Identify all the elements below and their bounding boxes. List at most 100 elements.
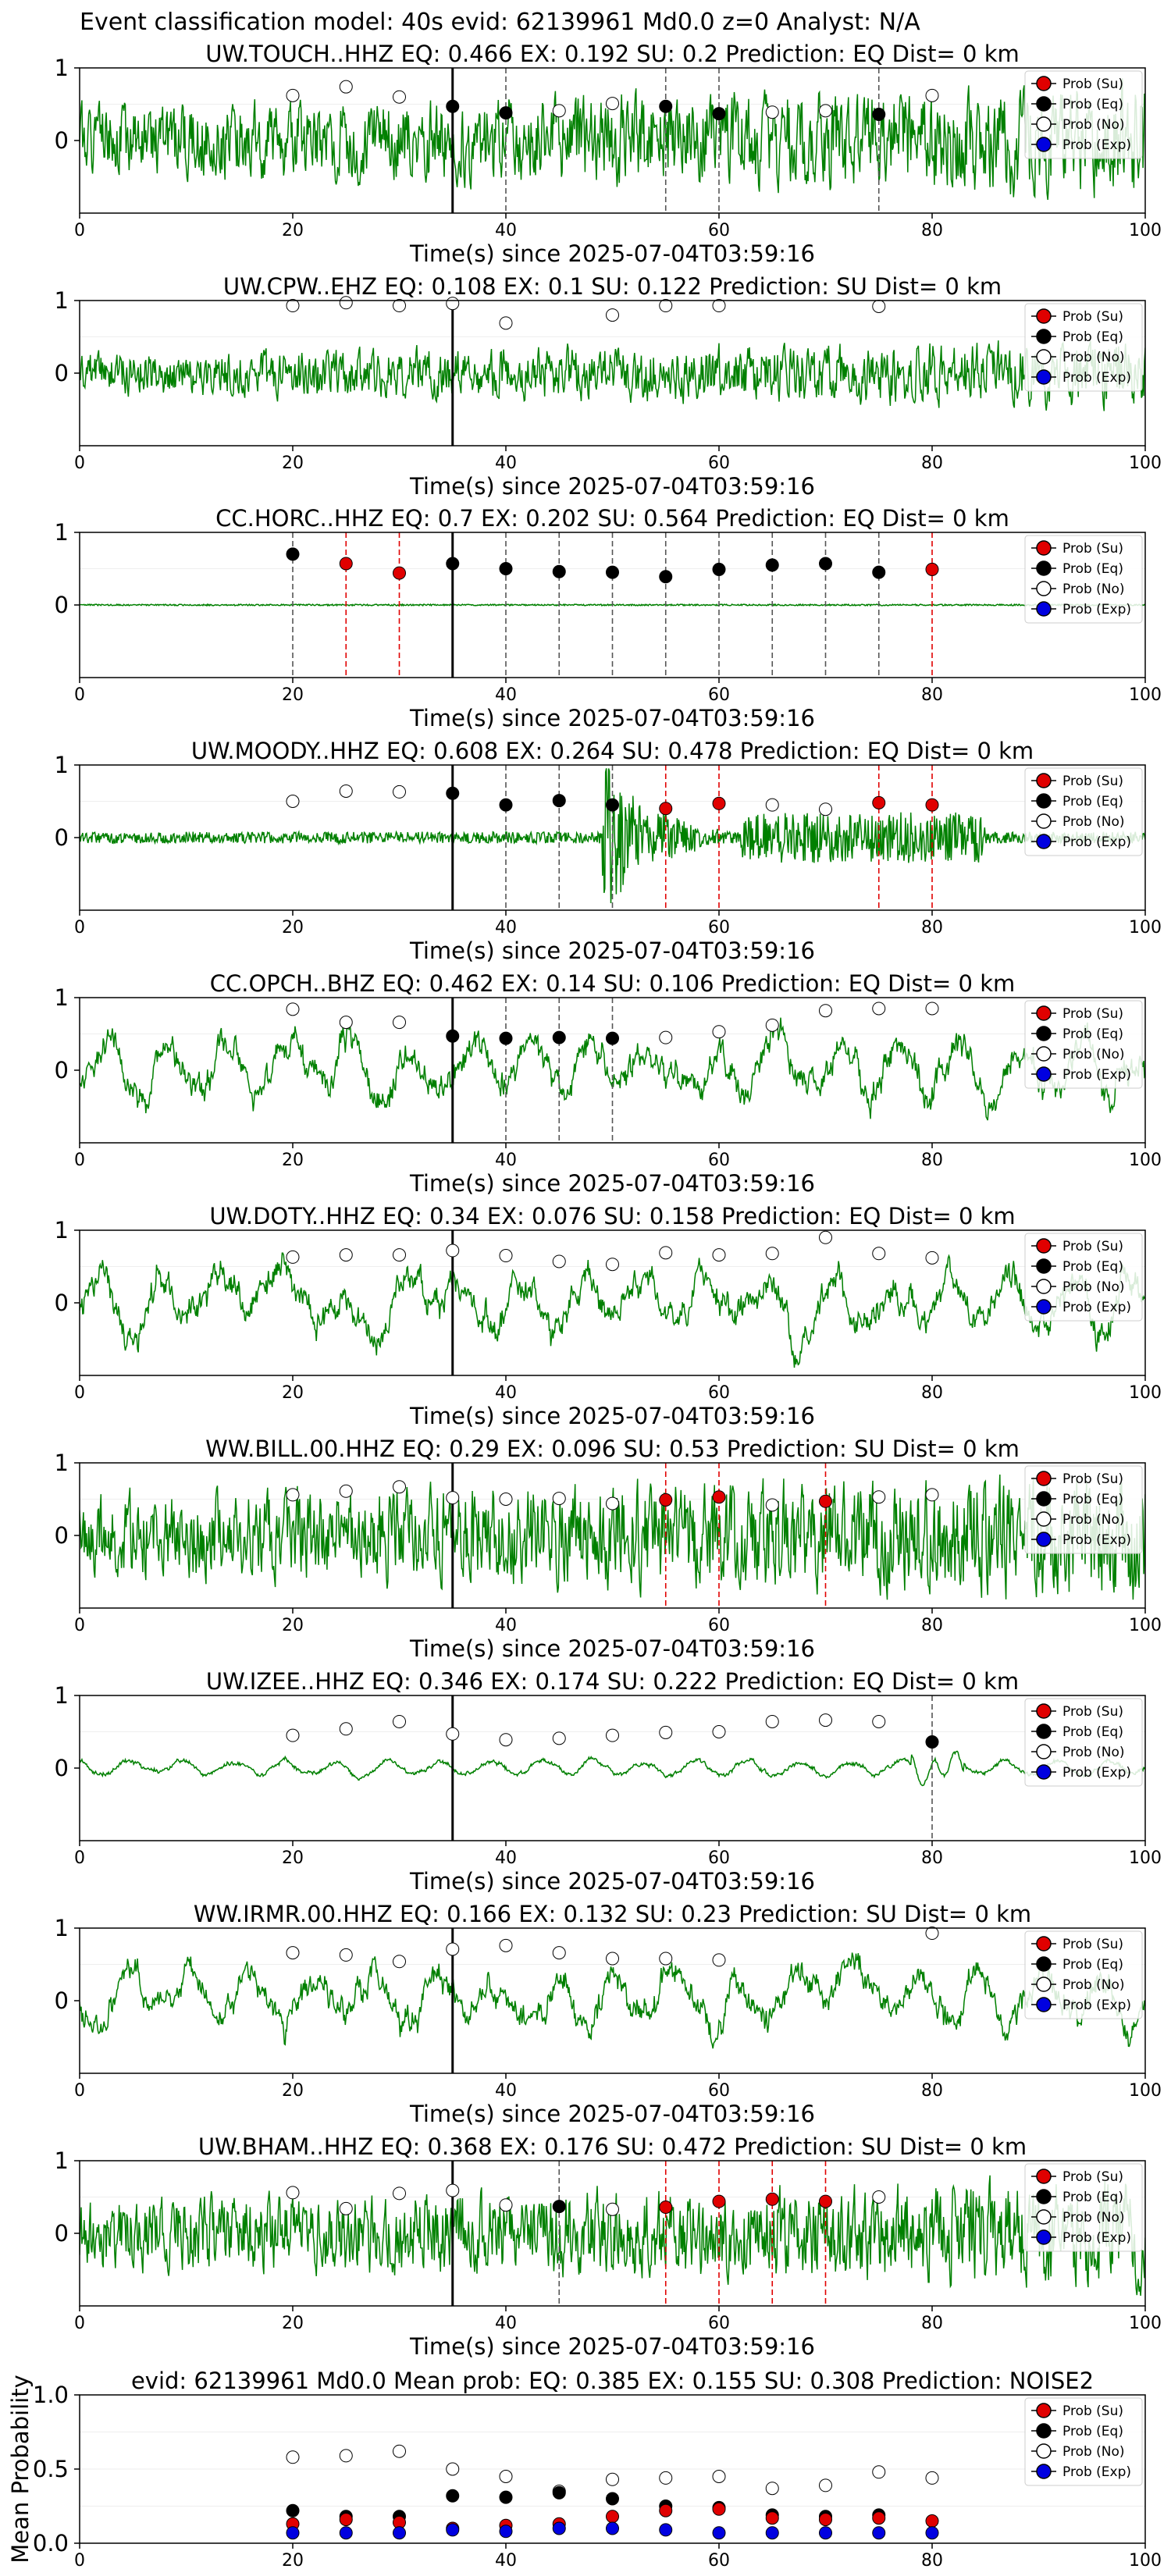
panel-8-xtick-label: 60 <box>708 2081 730 2101</box>
panel-9-legend-box <box>1024 2163 1143 2252</box>
panel-7-prob-point <box>286 1728 300 1742</box>
panel-10-point-no <box>499 2470 513 2483</box>
panel-0-legend-label: Prob (Exp) <box>1062 137 1131 153</box>
panel-2-prob-point <box>339 557 353 571</box>
panel-7-xtick-label: 0 <box>74 1848 85 1868</box>
panel-0-prob-point <box>606 97 619 111</box>
panel-6-ytick-label: 0 <box>55 1522 69 1549</box>
panel-10-legend-label: Prob (Su) <box>1062 2403 1123 2419</box>
panel-2-legend-label: Prob (Exp) <box>1062 602 1131 617</box>
panel-0-title: UW.TOUCH..HHZ EQ: 0.466 EX: 0.192 SU: 0.… <box>205 41 1020 67</box>
panel-10-point-exp <box>606 2521 619 2535</box>
panel-7-legend-marker <box>1036 1703 1052 1719</box>
panel-3-legend-label: Prob (Exp) <box>1062 834 1131 850</box>
panel-5-prob-point <box>765 1247 779 1261</box>
panel-4-prob-point <box>499 1031 513 1045</box>
panel-8-prob-point <box>393 1955 406 1969</box>
panel-9-legend-marker <box>1036 2189 1052 2204</box>
panel-5-waveform <box>80 1252 1145 1368</box>
panel-3-legend-marker <box>1036 813 1052 829</box>
panel-7-prob-point <box>499 1733 513 1747</box>
panel-9-xtick-label: 80 <box>921 2314 943 2333</box>
panel-9-prob-point <box>819 2194 832 2208</box>
panel-2-prob-point <box>552 564 566 578</box>
panel-10-point-eq <box>552 2485 566 2500</box>
panel-4-prob-point <box>446 1029 460 1043</box>
panel-0-prob-point <box>339 80 353 94</box>
panel-9-xtick-label: 20 <box>282 2314 304 2333</box>
panel-5-legend-marker <box>1036 1279 1052 1294</box>
panel-1-legend-label: Prob (Exp) <box>1062 370 1131 386</box>
panel-10-point-exp <box>819 2526 832 2540</box>
panel-10-point-su <box>712 2502 726 2516</box>
panels: UW.TOUCH..HHZ EQ: 0.466 EX: 0.192 SU: 0.… <box>7 41 1162 2571</box>
panel-2-legend-label: Prob (Eq) <box>1062 561 1123 577</box>
panel-0-xtick-label: 0 <box>74 221 85 240</box>
panel-8-legend-box <box>1024 1930 1143 2019</box>
panel-1-prob-point <box>659 299 673 313</box>
panel-6-prob-point <box>606 1496 619 1510</box>
panel-7-prob-point <box>659 1725 673 1739</box>
panel-2-prob-point <box>925 562 939 576</box>
panel-0-prob-point <box>872 108 886 122</box>
panel-1-waveform <box>80 340 1145 411</box>
panel-5-prob-point <box>606 1258 619 1272</box>
panel-1-legend-marker <box>1036 329 1052 344</box>
panel-10-point-no <box>872 2465 886 2479</box>
panel-6-prob-point <box>552 1492 566 1506</box>
panel-3-xtick-label: 0 <box>74 918 85 938</box>
panel-3-prob-point <box>659 802 673 816</box>
panel-0-prob-point <box>286 88 300 102</box>
panel-3-prob-point <box>552 794 566 808</box>
panel-9-legend-marker <box>1036 2229 1052 2245</box>
panel-6-prob-point <box>499 1493 513 1506</box>
panel-4-legend-marker <box>1036 1026 1052 1041</box>
panel-10-xtick-label: 20 <box>282 2551 304 2571</box>
panel-4-xtick-label: 40 <box>495 1151 517 1170</box>
panel-4-xtick-label: 0 <box>74 1151 85 1170</box>
panel-10-point-exp <box>393 2526 406 2540</box>
panel-4-xtick-label: 60 <box>708 1151 730 1170</box>
panel-10-point-no <box>286 2450 300 2464</box>
panel-4-prob-point <box>606 1031 619 1045</box>
panel-2-prob-point <box>286 547 300 561</box>
panel-10-point-eq <box>286 2503 300 2517</box>
panel-4-prob-point <box>339 1016 353 1030</box>
panel-4-title: CC.OPCH..BHZ EQ: 0.462 EX: 0.14 SU: 0.10… <box>210 970 1016 997</box>
panel-8-title: WW.IRMR.00.HHZ EQ: 0.166 EX: 0.132 SU: 0… <box>194 1901 1031 1927</box>
panel-7-ytick-label: 1 <box>55 1682 69 1709</box>
panel-2-prob-point <box>819 557 832 571</box>
panel-8-axes-frame <box>79 1927 1146 2074</box>
panel-0-prob-point <box>393 90 406 104</box>
panel-7-xtick-label: 100 <box>1129 1848 1162 1868</box>
panel-9-prob-point <box>286 2186 300 2200</box>
panel-10-point-su <box>339 2513 353 2527</box>
panel-4-legend-label: Prob (Eq) <box>1062 1026 1123 1042</box>
panel-5-legend-marker <box>1036 1299 1052 1315</box>
panel-9-xlabel: Time(s) since 2025-07-04T03:59:16 <box>409 2333 815 2360</box>
panel-10-point-su <box>606 2510 619 2524</box>
panel-7-prob-point <box>765 1714 779 1728</box>
panel-1-prob-point <box>286 299 300 313</box>
panel-2-legend-marker <box>1036 581 1052 596</box>
panel-8-legend-marker <box>1036 1956 1052 1972</box>
panel-10-point-eq <box>499 2490 513 2504</box>
panel-8-prob-point <box>659 1952 673 1966</box>
panel-7-prob-point <box>393 1714 406 1728</box>
panel-10-point-no <box>819 2478 832 2492</box>
panel-4-xtick-label: 20 <box>282 1151 304 1170</box>
panel-0-ytick-label: 0 <box>55 127 69 154</box>
panel-0-prob-point <box>819 104 832 118</box>
panel-5-prob-point <box>552 1254 566 1268</box>
panel-10-point-no <box>925 2471 939 2485</box>
panel-1-legend-label: Prob (Eq) <box>1062 329 1123 345</box>
panel-8: WW.IRMR.00.HHZ EQ: 0.166 EX: 0.132 SU: 0… <box>55 1901 1162 2127</box>
panel-3-legend-marker <box>1036 793 1052 809</box>
panel-1-ytick-label: 0 <box>55 360 69 386</box>
panel-9-legend-label: Prob (Eq) <box>1062 2190 1123 2205</box>
panel-5-prob-point <box>819 1230 832 1244</box>
panel-5-xtick-label: 80 <box>921 1383 943 1403</box>
panel-1-prob-point <box>872 299 886 313</box>
panel-10-xtick-label: 80 <box>921 2551 943 2571</box>
panel-4-legend-marker <box>1036 1046 1052 1062</box>
